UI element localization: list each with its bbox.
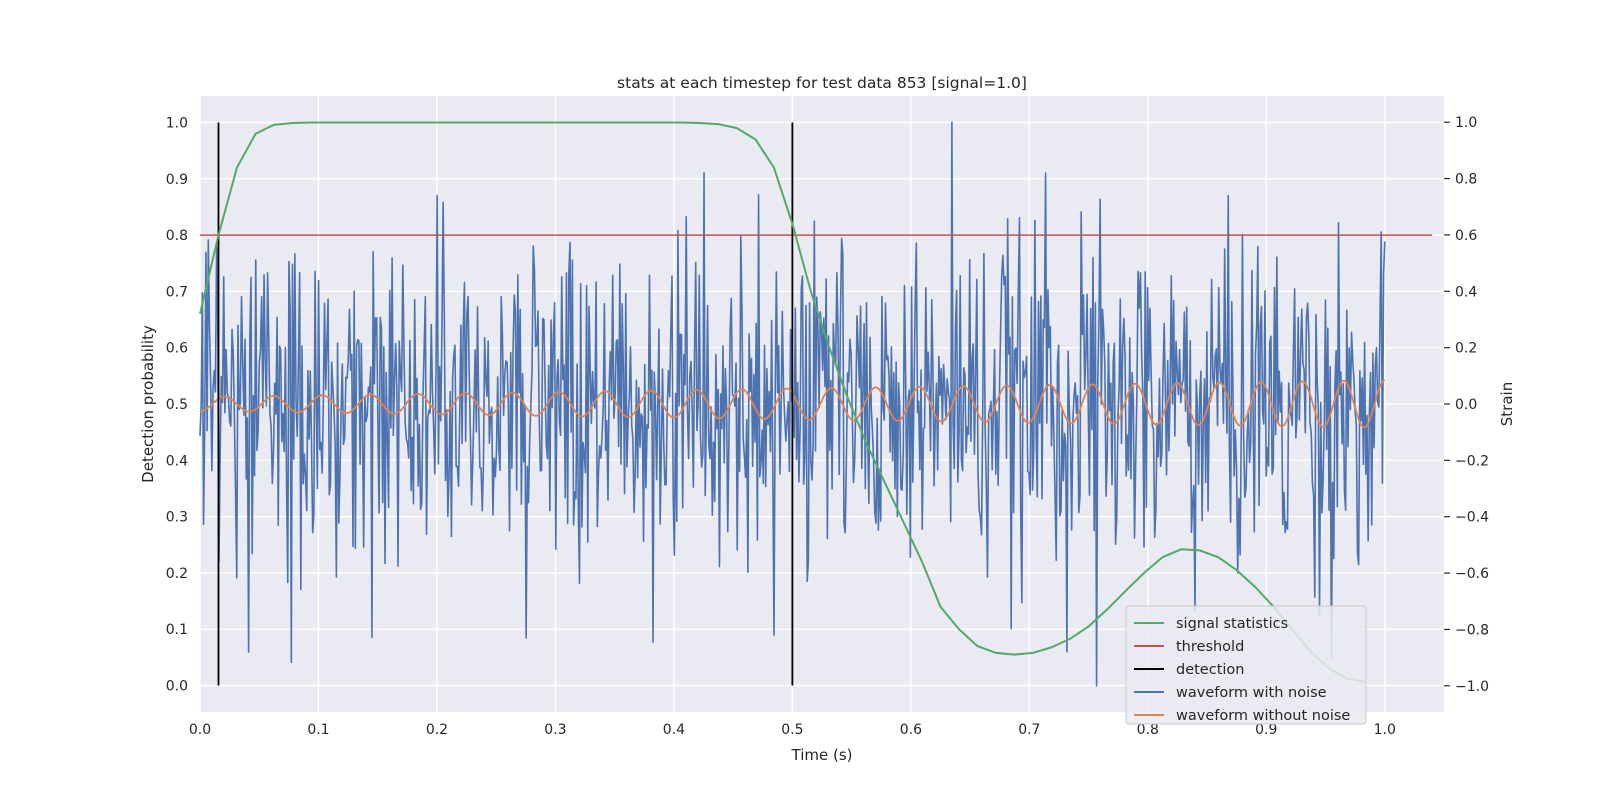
y-right-tick-label: −0.8 — [1455, 622, 1489, 638]
y-left-tick-label: 0.8 — [166, 228, 188, 244]
y-left-tick-label: 0.9 — [166, 172, 188, 188]
x-tick-label: 0.1 — [307, 722, 329, 738]
y-left-tick-label: 0.4 — [166, 453, 188, 469]
y-left-tick-label: 0.6 — [166, 341, 188, 357]
y-right-tick-label: 0.4 — [1455, 284, 1477, 300]
y-left-tick-label: 0.3 — [166, 510, 188, 526]
legend-label: waveform with noise — [1176, 685, 1327, 701]
x-tick-label: 0.5 — [781, 722, 803, 738]
y-left-axis-label: Detection probability — [139, 325, 157, 483]
x-tick-label: 0.6 — [900, 722, 922, 738]
x-axis-label: Time (s) — [791, 746, 853, 764]
y-right-axis-label: Strain — [1498, 382, 1516, 426]
legend-label: waveform without noise — [1176, 708, 1350, 724]
y-left-axis-ticks: 0.0 0.1 0.2 0.3 0.4 0.5 0.6 0.7 0.8 0.9 1.0 — [166, 115, 188, 694]
legend-label: detection — [1176, 662, 1244, 678]
x-tick-label: 0.9 — [1255, 722, 1277, 738]
y-left-tick-label: 0.1 — [166, 622, 188, 638]
x-tick-label: 0.3 — [544, 722, 566, 738]
legend-box — [1125, 605, 1367, 725]
x-tick-label: 0.0 — [189, 722, 211, 738]
series-layer — [199, 121, 1433, 687]
legend-label: threshold — [1176, 639, 1244, 655]
y-right-tick-label: 1.0 — [1455, 115, 1477, 131]
chart-title: stats at each timestep for test data 853… — [617, 74, 1027, 92]
series-signal-statistics — [199, 121, 1367, 684]
y-left-tick-label: 0.0 — [166, 679, 188, 695]
legend: signal statistics threshold detection wavef… — [1125, 605, 1367, 725]
y-right-axis-ticks: −1.0 −0.8 −0.6 −0.4 −0.2 0.0 0.2 0.4 0.6 0.8 1.0 — [1444, 115, 1489, 695]
y-right-tick-label: −0.2 — [1455, 453, 1489, 469]
y-right-tick-label: 0.6 — [1455, 228, 1477, 244]
y-left-tick-label: 1.0 — [166, 115, 188, 131]
y-left-tick-label: 0.5 — [166, 397, 188, 413]
y-right-tick-label: −0.6 — [1455, 566, 1489, 582]
y-right-tick-label: −1.0 — [1455, 679, 1489, 695]
x-tick-label: 0.4 — [663, 722, 685, 738]
x-tick-label: 0.2 — [426, 722, 448, 738]
y-left-tick-label: 0.2 — [166, 566, 188, 582]
y-right-tick-label: 0.0 — [1455, 397, 1477, 413]
y-left-tick-label: 0.7 — [166, 284, 188, 300]
x-tick-label: 0.8 — [1137, 722, 1159, 738]
legend-label: signal statistics — [1176, 616, 1288, 632]
y-right-tick-label: 0.2 — [1455, 341, 1477, 357]
x-tick-label: 1.0 — [1374, 722, 1396, 738]
x-tick-label: 0.7 — [1018, 722, 1040, 738]
y-right-tick-label: −0.4 — [1455, 510, 1489, 526]
y-right-tick-label: 0.8 — [1455, 172, 1477, 188]
x-axis-ticks: 0.0 0.1 0.2 0.3 0.4 0.5 0.6 0.7 0.8 0.9 1.0 — [189, 722, 1396, 738]
